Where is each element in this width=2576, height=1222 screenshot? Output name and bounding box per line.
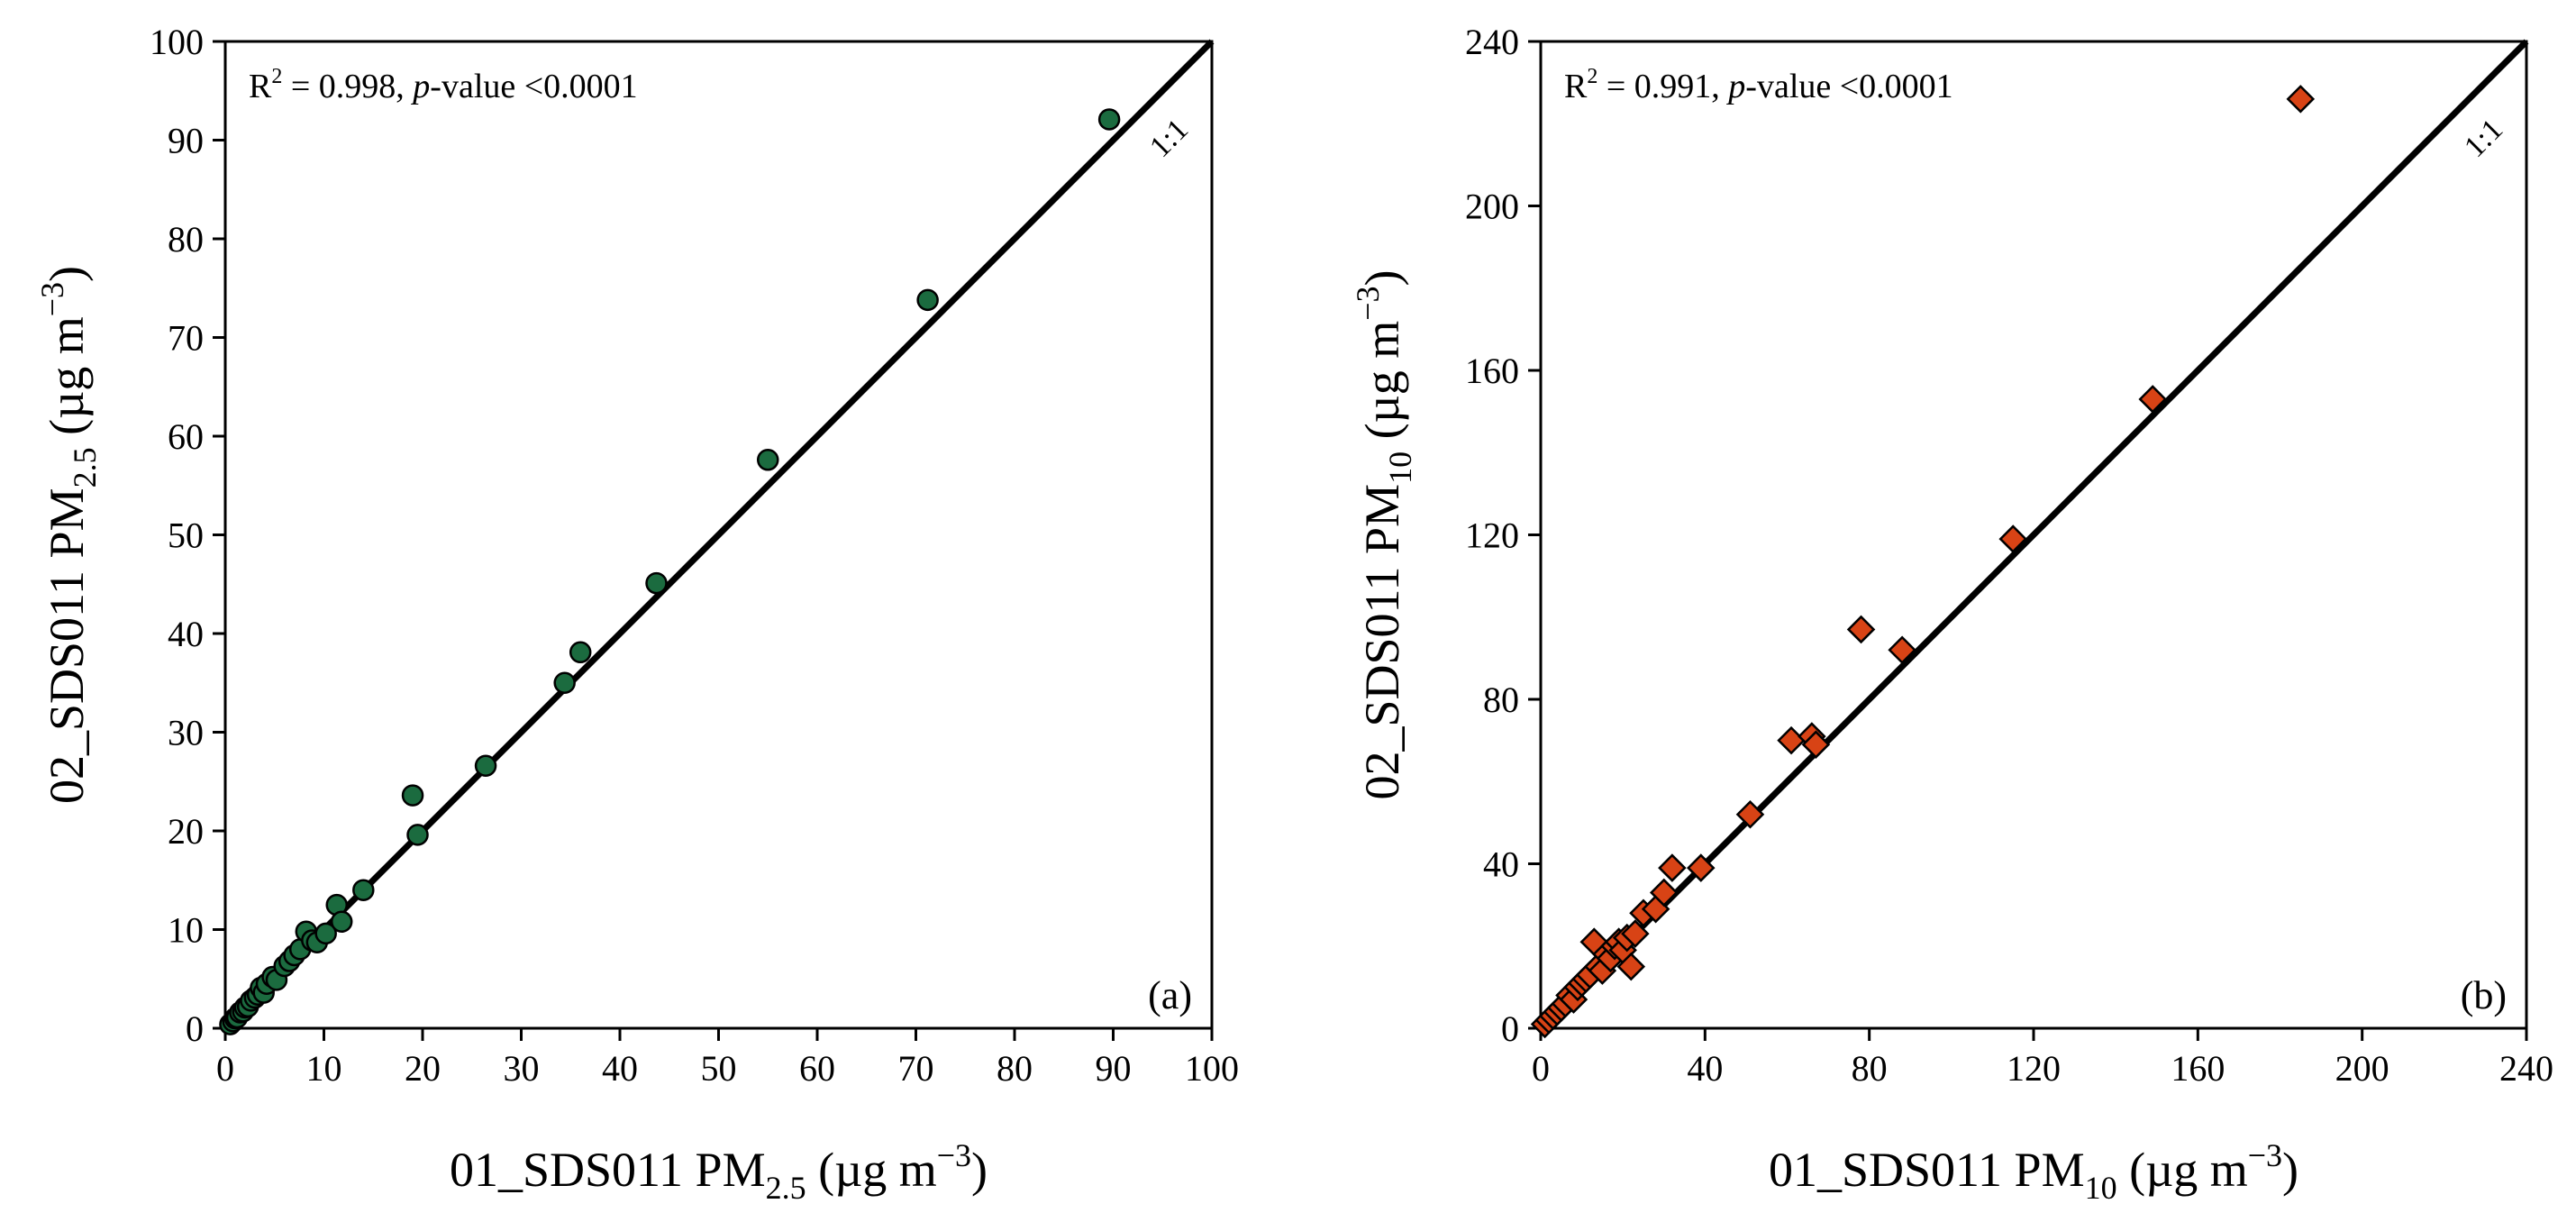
stat-annotation: R2 = 0.998, p-value <0.0001 (249, 65, 638, 105)
x-tick-label: 120 (2007, 1048, 2061, 1089)
y-tick-label: 160 (1465, 351, 1519, 391)
data-point (1658, 853, 1687, 882)
one-to-one-label: 1:1 (2458, 113, 2509, 164)
x-axis-title: 01_SDS011 PM10 (µg m−3) (1769, 1137, 2298, 1206)
one-to-one-line (1538, 39, 2529, 1031)
panel-label: (a) (1148, 973, 1192, 1017)
one-to-one-label: 1:1 (1143, 113, 1195, 164)
data-point (1097, 108, 1121, 131)
y-tick-label: 40 (1483, 844, 1519, 885)
x-tick-label: 70 (898, 1048, 934, 1089)
y-tick-label: 20 (168, 811, 204, 852)
y-tick-label: 10 (168, 910, 204, 951)
data-point (330, 910, 353, 933)
y-tick-label: 0 (186, 1008, 204, 1049)
x-tick-label: 80 (997, 1048, 1033, 1089)
x-tick-label: 0 (216, 1048, 234, 1089)
data-point (401, 784, 424, 807)
data-point (1888, 635, 1916, 665)
data-point (314, 922, 337, 945)
panel-a-pm25-scatter: 0 10 20 30 40 50 60 70 80 90 100 0 10 20 30 40 50 60 70 80 9… (34, 22, 1239, 1206)
y-tick-label: 80 (1483, 679, 1519, 720)
x-tick-label: 40 (1687, 1048, 1723, 1089)
data-point (1846, 615, 1876, 644)
data-point (1777, 725, 1806, 755)
panel-b-pm10-scatter: 0 40 80 120 160 200 240 0 40 80 120 160 200 240 R2 = 0… (1350, 22, 2553, 1206)
data-point (352, 879, 375, 901)
y-tick-label: 0 (1501, 1008, 1519, 1049)
x-tick-label: 60 (799, 1048, 835, 1089)
data-point (1621, 919, 1650, 948)
one-to-one-line (223, 39, 1215, 1031)
data-point (1998, 524, 2027, 553)
data-point (757, 449, 779, 471)
x-tick-label: 0 (1532, 1048, 1550, 1089)
data-point (645, 571, 668, 595)
y-tick-label: 70 (168, 318, 204, 359)
data-point (916, 288, 939, 312)
data-point (1801, 730, 1831, 759)
x-tick-label: 30 (504, 1048, 540, 1089)
y-tick-label: 90 (168, 121, 204, 161)
y-axis-title: 02_SDS011 PM10 (µg m−3) (1350, 269, 1418, 799)
x-tick-label: 40 (602, 1048, 638, 1089)
y-tick-label: 100 (150, 22, 204, 62)
panel-label: (b) (2461, 973, 2507, 1017)
x-tick-label: 160 (2171, 1048, 2225, 1089)
data-point (1687, 853, 1716, 882)
x-tick-label: 50 (701, 1048, 737, 1089)
x-tick-label: 200 (2335, 1048, 2389, 1089)
y-tick-label: 40 (168, 614, 204, 654)
y-tick-label: 80 (168, 219, 204, 260)
y-tick-label: 60 (168, 416, 204, 457)
x-tick-label: 80 (1852, 1048, 1888, 1089)
data-point (406, 824, 429, 846)
data-point (2286, 85, 2316, 114)
data-point (474, 754, 497, 777)
y-tick-label: 120 (1465, 515, 1519, 556)
x-tick-label: 240 (2499, 1048, 2553, 1089)
y-tick-label: 240 (1465, 22, 1519, 62)
y-tick-label: 30 (168, 713, 204, 753)
data-point (569, 641, 592, 664)
data-point (553, 671, 576, 694)
x-tick-label: 10 (306, 1048, 342, 1089)
data-point (2138, 385, 2167, 414)
x-axis-title: 01_SDS011 PM2.5 (µg m−3) (450, 1137, 988, 1206)
y-tick-label: 200 (1465, 187, 1519, 227)
data-point (1649, 878, 1679, 907)
stat-annotation: R2 = 0.991, p-value <0.0001 (1564, 65, 1953, 105)
x-tick-label: 20 (405, 1048, 441, 1089)
x-tick-label: 90 (1096, 1048, 1132, 1089)
y-axis-title: 02_SDS011 PM2.5 (µg m−3) (34, 266, 103, 804)
data-point (1735, 799, 1765, 829)
y-tick-label: 50 (168, 515, 204, 556)
x-tick-label: 100 (1185, 1048, 1239, 1089)
data-point (1616, 952, 1646, 981)
